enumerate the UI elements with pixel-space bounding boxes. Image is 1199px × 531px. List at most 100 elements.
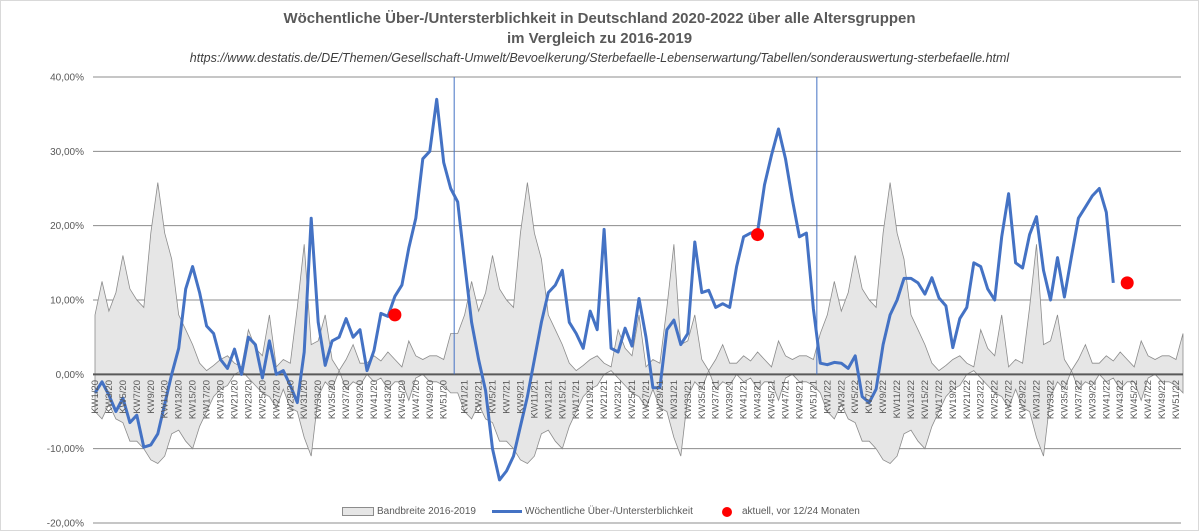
x-tick-label: KW35/22	[1059, 380, 1070, 419]
legend-item-band: Bandbreite 2016-2019	[342, 506, 476, 517]
y-tick-label: 20,00%	[50, 221, 84, 232]
x-tick-label: KW43/20	[383, 380, 394, 419]
x-tick-label: KW9/20	[146, 380, 157, 414]
mortality-line	[93, 97, 1115, 482]
x-tick-label: KW5/20	[118, 380, 129, 414]
x-tick-label: KW13/21	[543, 380, 554, 419]
x-tick-label: KW39/20	[355, 380, 366, 419]
x-tick-label: KW13/20	[174, 380, 185, 419]
x-tick-label: KW41/20	[369, 380, 380, 419]
x-tick-label: KW31/22	[1032, 380, 1043, 419]
x-tick-label: KW15/21	[557, 380, 568, 419]
x-tick-label: KW7/22	[864, 380, 875, 414]
x-tick-label: KW7/21	[501, 380, 512, 414]
x-tick-label: KW11/22	[892, 380, 903, 418]
x-tick-label: KW17/20	[202, 380, 213, 419]
current-marker-dot	[1120, 276, 1134, 290]
x-tick-label: KW17/22	[934, 380, 945, 419]
x-tick-label: KW37/21	[711, 380, 722, 419]
legend: Bandbreite 2016-2019 Wöchentliche Über-/…	[0, 506, 1199, 522]
x-tick-label: KW23/22	[976, 380, 987, 419]
x-tick-label: KW19/22	[948, 380, 959, 419]
x-tick-label: KW33/20	[313, 380, 324, 419]
x-tick-label: KW25/22	[990, 380, 1001, 419]
x-tick-label: KW35/21	[697, 380, 708, 419]
current-marker-dot	[751, 228, 765, 242]
x-tick-label: KW25/20	[257, 380, 268, 419]
x-tick-label: KW39/21	[725, 380, 736, 419]
current-marker-dot	[388, 308, 402, 322]
y-tick-label: 40,00%	[50, 73, 84, 84]
x-tick-label: KW9/22	[878, 380, 889, 414]
x-tick-label: KW1/22	[822, 380, 833, 414]
x-tick-label: KW17/21	[571, 380, 582, 419]
x-tick-label: KW29/21	[655, 380, 666, 419]
line-swatch-icon	[492, 510, 522, 513]
x-tick-label: KW41/21	[739, 380, 750, 419]
x-tick-label: KW1/20	[90, 380, 101, 414]
x-tick-label: KW13/22	[906, 380, 917, 419]
x-tick-label: KW29/22	[1018, 380, 1029, 419]
legend-item-line: Wöchentliche Über-/Untersterblichkeit	[492, 506, 693, 517]
x-tick-label: KW43/21	[753, 380, 764, 419]
x-tick-label: KW1/21	[460, 380, 471, 414]
x-tick-label: KW27/20	[271, 380, 282, 419]
y-tick-label: -20,00%	[47, 519, 84, 530]
x-tick-label: KW19/21	[585, 380, 596, 419]
x-tick-label: KW47/20	[411, 380, 422, 419]
x-tick-label: KW43/22	[1115, 380, 1126, 419]
y-tick-label: 0,00%	[56, 370, 84, 381]
band-range-area	[94, 182, 1184, 464]
x-tick-label: KW33/22	[1045, 380, 1056, 419]
x-tick-label: KW45/21	[767, 380, 778, 419]
x-tick-label: KW31/20	[299, 380, 310, 419]
y-tick-label: 10,00%	[50, 296, 84, 307]
x-tick-label: KW11/21	[529, 380, 540, 418]
x-tick-label: KW45/22	[1129, 380, 1140, 419]
x-tick-label: KW29/20	[285, 380, 296, 419]
x-tick-label: KW5/21	[488, 380, 499, 414]
x-tick-label: KW25/21	[627, 380, 638, 419]
x-tick-label: KW37/20	[341, 380, 352, 419]
legend-label-dot: aktuell, vor 12/24 Monaten	[742, 506, 860, 517]
x-tick-label: KW23/20	[243, 380, 254, 419]
x-tick-label: KW27/22	[1004, 380, 1015, 419]
x-tick-label: KW49/20	[425, 380, 436, 419]
x-tick-label: KW49/22	[1157, 380, 1168, 419]
band-area	[94, 182, 1184, 464]
x-tick-label: KW15/22	[920, 380, 931, 419]
gridlines	[93, 76, 1181, 524]
legend-label-band: Bandbreite 2016-2019	[377, 506, 476, 517]
x-tick-label: KW41/22	[1101, 380, 1112, 419]
x-tick-label: KW19/20	[216, 380, 227, 419]
x-tick-label: KW47/21	[780, 380, 791, 419]
x-tick-label: KW37/22	[1073, 380, 1084, 419]
x-tick-label: KW3/21	[474, 380, 485, 414]
x-tick-label: KW31/21	[669, 380, 680, 419]
x-tick-label: KW3/20	[104, 380, 115, 414]
x-tick-label: KW45/20	[397, 380, 408, 419]
chart-source-url: https://www.destatis.de/DE/Themen/Gesell…	[189, 51, 1010, 65]
chart-subtitle: im Vergleich zu 2016-2019	[506, 30, 693, 47]
x-tick-label: KW3/22	[836, 380, 847, 414]
x-tick-label: KW35/20	[327, 380, 338, 419]
x-tick-label: KW9/21	[515, 380, 526, 414]
chart-title: Wöchentliche Über-/Untersterblichkeit in…	[283, 10, 916, 27]
x-tick-label: KW51/20	[439, 380, 450, 419]
x-tick-label: KW27/21	[641, 380, 652, 419]
x-tick-label: KW21/21	[599, 380, 610, 419]
x-tick-label: KW5/22	[850, 380, 861, 414]
x-tick-label: KW39/22	[1087, 380, 1098, 419]
x-tick-label: KW49/21	[794, 380, 805, 419]
dot-swatch-icon	[722, 506, 732, 517]
x-tick-label: KW47/22	[1143, 380, 1154, 419]
x-tick-label: KW21/20	[229, 380, 240, 419]
x-tick-label: KW7/20	[132, 380, 143, 414]
x-tick-label: KW23/21	[613, 380, 624, 419]
y-axis-ticks: 40,00% 30,00% 20,00% 10,00% 0,00% -10,00% -20,…	[47, 73, 84, 530]
mortality-polyline	[93, 97, 1115, 482]
x-tick-label: KW51/21	[808, 380, 819, 419]
band-swatch-icon	[342, 507, 374, 516]
x-tick-label: KW11/20	[160, 380, 171, 418]
